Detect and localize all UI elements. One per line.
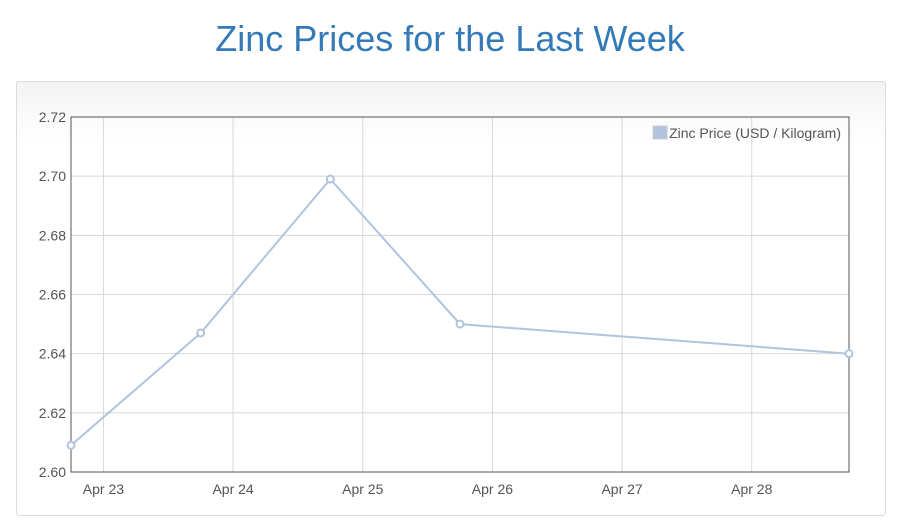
legend-label: Zinc Price (USD / Kilogram) [669, 125, 841, 141]
x-tick-label: Apr 24 [212, 481, 253, 497]
x-tick-label: Apr 25 [342, 481, 383, 497]
series-line [70, 177, 850, 447]
y-axis-ticks: 2.60 2.62 2.64 2.66 2.68 2.70 2.72 [39, 109, 66, 480]
line-chart: 2.602.622.642.662.682.702.72 Apr 23 Apr 2… [39, 109, 854, 497]
legend[interactable]: Zinc Price (USD / Kilogram) [652, 125, 841, 141]
y-tick-label: 2.66 [39, 287, 66, 303]
page-title: Zinc Prices for the Last Week [215, 18, 685, 59]
series-points [66, 174, 854, 450]
x-tick-label: Apr 26 [472, 481, 513, 497]
data-point[interactable] [196, 328, 206, 338]
plot-frame [70, 116, 850, 473]
data-point[interactable] [844, 349, 854, 359]
legend-swatch [652, 125, 668, 140]
y-tick-label: 2.70 [39, 168, 66, 184]
y-tick-label: 2.62 [39, 405, 66, 421]
y-tick-label: 2.64 [39, 346, 66, 362]
x-axis-ticks: Apr 23 Apr 24 Apr 25 Apr 26 Apr 27 Apr 28 [83, 481, 773, 497]
chart-panel: 2.60 2.62 2.64 2.66 2.68 2.70 2.72 Apr 23 Apr 2… [16, 81, 886, 516]
y-tick-label: 2.72 [39, 109, 66, 125]
x-tick-label: Apr 23 [83, 481, 124, 497]
data-point[interactable] [325, 174, 335, 184]
x-tick-label: Apr 27 [601, 481, 642, 497]
data-point[interactable] [66, 440, 76, 450]
y-tick-label: 2.60 [39, 464, 66, 480]
y-tick-label: 2.68 [39, 227, 66, 243]
data-point[interactable] [455, 319, 465, 329]
x-tick-label: Apr 28 [731, 481, 772, 497]
grid [71, 116, 849, 473]
